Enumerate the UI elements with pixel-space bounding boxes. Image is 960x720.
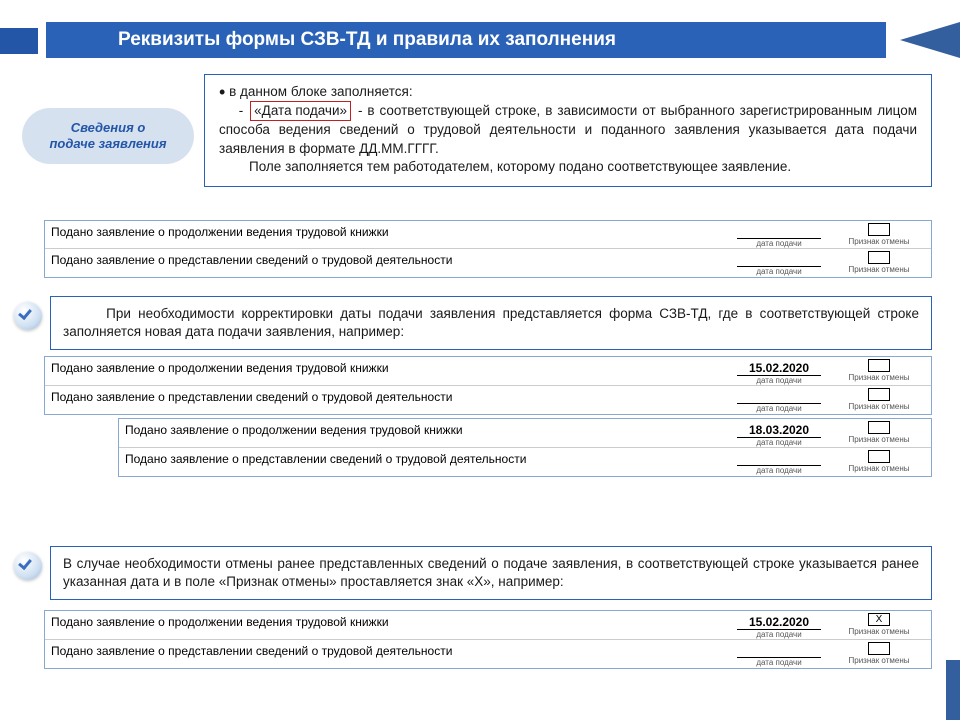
form-block-1: Подано заявление о продолжении ведения т… — [44, 220, 932, 278]
note-box-1: При необходимости корректировки даты под… — [50, 296, 932, 350]
row-label: Подано заявление о представлении сведени… — [45, 386, 731, 414]
date-cell: дата подачи — [731, 249, 827, 277]
date-cell: 18.03.2020дата подачи — [731, 419, 827, 447]
info-body2: Поле заполняется тем работодателем, кото… — [249, 159, 791, 174]
check-icon — [14, 552, 42, 580]
cancel-cell: XПризнак отмены — [827, 611, 931, 639]
page-title: Реквизиты формы СЗВ-ТД и правила их запо… — [46, 22, 886, 58]
form-block-3: Подано заявление о продолжении ведения т… — [118, 418, 932, 477]
form-row: Подано заявление о продолжении ведения т… — [119, 419, 931, 448]
cancel-cell: Признак отмены — [827, 448, 931, 476]
form-row: Подано заявление о представлении сведени… — [45, 386, 931, 414]
date-cell: дата подачи — [731, 448, 827, 476]
date-cell: дата подачи — [731, 640, 827, 668]
form-block-2: Подано заявление о продолжении ведения т… — [44, 356, 932, 415]
title-tail — [900, 22, 960, 58]
form-row: Подано заявление о представлении сведени… — [45, 249, 931, 277]
row-label: Подано заявление о продолжении ведения т… — [45, 611, 731, 639]
row-label: Подано заявление о продолжении ведения т… — [45, 221, 731, 248]
form-row: Подано заявление о представлении сведени… — [119, 448, 931, 476]
form-row: Подано заявление о продолжении ведения т… — [45, 611, 931, 640]
section-pill: Сведения о подаче заявления — [22, 108, 194, 164]
check-icon — [14, 302, 42, 330]
row-label: Подано заявление о представлении сведени… — [45, 640, 731, 668]
date-cell: 15.02.2020дата подачи — [731, 611, 827, 639]
date-cell: дата подачи — [731, 221, 827, 248]
form-row: Подано заявление о продолжении ведения т… — [45, 357, 931, 386]
form-row: Подано заявление о представлении сведени… — [45, 640, 931, 668]
row-label: Подано заявление о представлении сведени… — [45, 249, 731, 277]
date-cell: дата подачи — [731, 386, 827, 414]
form-row: Подано заявление о продолжении ведения т… — [45, 221, 931, 249]
pill-line1: Сведения о — [22, 120, 194, 136]
cancel-cell: Признак отмены — [827, 386, 931, 414]
row-label: Подано заявление о продолжении ведения т… — [45, 357, 731, 385]
note-box-2: В случае необходимости отмены ранее пред… — [50, 546, 932, 600]
cancel-cell: Признак отмены — [827, 249, 931, 277]
accent-stripe — [0, 28, 38, 54]
cancel-cell: Признак отмены — [827, 640, 931, 668]
cancel-cell: Признак отмены — [827, 221, 931, 248]
red-term: «Дата подачи» — [250, 101, 351, 121]
row-label: Подано заявление о продолжении ведения т… — [119, 419, 731, 447]
cancel-cell: Признак отмены — [827, 357, 931, 385]
corner-badge — [946, 660, 960, 720]
date-cell: 15.02.2020дата подачи — [731, 357, 827, 385]
form-block-4: Подано заявление о продолжении ведения т… — [44, 610, 932, 669]
info-intro: в данном блоке заполняется: — [229, 84, 413, 99]
pill-line2: подаче заявления — [22, 136, 194, 152]
cancel-cell: Признак отмены — [827, 419, 931, 447]
row-label: Подано заявление о представлении сведени… — [119, 448, 731, 476]
info-box: • в данном блоке заполняется: - «Дата по… — [204, 74, 932, 187]
